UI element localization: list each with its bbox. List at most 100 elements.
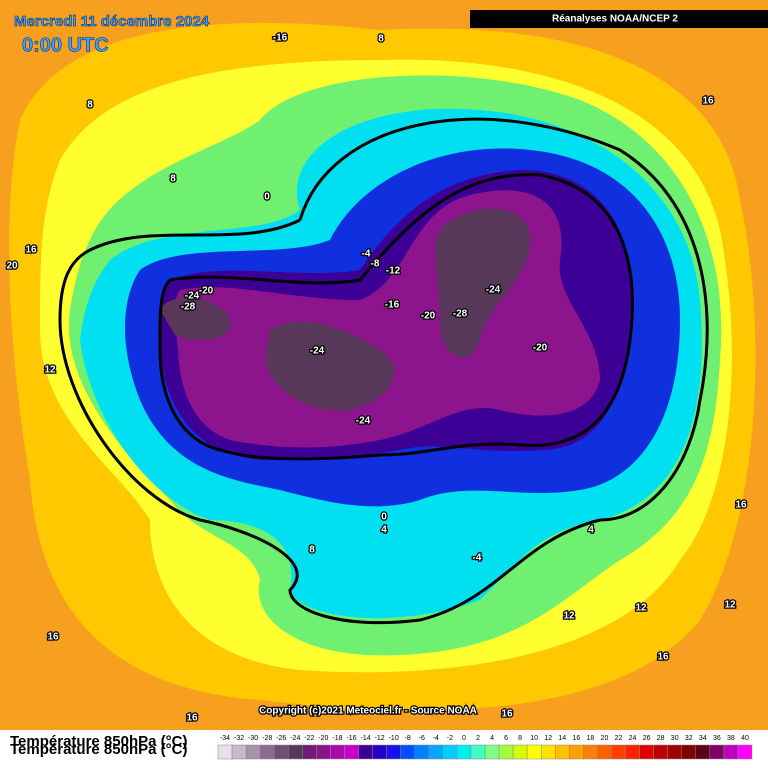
legend-title: Température 850hPa (°C) — [10, 741, 187, 758]
legend-swatch — [330, 744, 345, 760]
legend-swatch — [414, 744, 430, 760]
legend-swatch — [259, 744, 275, 760]
legend-swatch — [344, 744, 359, 760]
contour-label: -12 — [386, 266, 401, 277]
legend-swatch — [681, 744, 697, 760]
contour-label: 16 — [47, 632, 59, 643]
legend-swatch — [512, 744, 528, 760]
contour-label: 8 — [170, 174, 176, 185]
legend-swatch — [597, 744, 612, 760]
legend-value: -26 — [276, 735, 286, 742]
legend-scale: -34 -32 -30 -28 -26 -24 -22 -20 -18 -16 -14 -12 -10-… — [217, 735, 753, 760]
legend-value: 32 — [685, 735, 693, 742]
legend-value: -18 — [332, 735, 342, 742]
contour-label: -20 — [199, 286, 214, 297]
contour-label: 16 — [702, 96, 714, 107]
contour-label: -24 — [486, 285, 501, 296]
legend-value: 12 — [544, 735, 552, 742]
legend-swatch — [555, 744, 570, 760]
legend-value: 34 — [699, 735, 707, 742]
legend-value: -2 — [447, 735, 453, 742]
legend-swatch — [667, 744, 682, 760]
map-time: 0:00 UTC — [22, 34, 109, 56]
legend-value: 8 — [518, 735, 522, 742]
legend-swatch — [456, 744, 472, 760]
legend-value: -4 — [433, 735, 439, 742]
contour-label: 16 — [501, 709, 513, 720]
legend-value: 40 — [741, 735, 749, 742]
contour-label: -4 — [362, 249, 371, 260]
legend-value: 36 — [713, 735, 721, 742]
legend-value: 28 — [657, 735, 665, 742]
legend-swatch — [245, 744, 261, 760]
contour-label: -24 — [356, 416, 371, 427]
legend-value: -8 — [405, 735, 411, 742]
legend-swatch — [498, 744, 514, 760]
contour-label: -24 — [310, 346, 325, 357]
legend-swatch — [625, 744, 640, 760]
legend-value: -10 — [389, 735, 399, 742]
legend-value: 18 — [586, 735, 594, 742]
legend-value: 22 — [615, 735, 623, 742]
contour-label: 8 — [309, 545, 315, 556]
contour-label: -4 — [473, 553, 482, 564]
legend-value: -6 — [419, 735, 425, 742]
legend-value: 0 — [462, 735, 466, 742]
contour-label: 4 — [381, 525, 387, 536]
contour-label: -20 — [533, 343, 548, 354]
contour-label: -8 — [371, 259, 380, 270]
legend-swatch — [611, 744, 626, 760]
legend-swatch — [470, 744, 486, 760]
source-box — [470, 10, 768, 28]
isotherm — [58, 117, 709, 625]
legend-swatch — [400, 744, 415, 760]
contour-label: 12 — [563, 611, 575, 622]
map-title: Mercredi 11 décembre 2024 — [14, 13, 210, 30]
source-label: Réanalyses NOAA/NCEP 2 — [552, 14, 678, 25]
contour-label: 0 — [381, 512, 387, 523]
legend-value: 4 — [490, 735, 494, 742]
contour-label: 12 — [635, 603, 647, 614]
legend-value: -34 — [220, 735, 230, 742]
legend-value: 10 — [530, 735, 538, 742]
contour-label: 16 — [186, 713, 198, 724]
legend-swatch — [288, 744, 303, 760]
legend-value: 14 — [558, 735, 566, 742]
contour-label: 12 — [724, 600, 736, 611]
legend-value: 38 — [727, 735, 735, 742]
contour-label: 16 — [25, 245, 37, 256]
contour-label: -28 — [453, 309, 468, 320]
contour-label: 8 — [378, 34, 384, 45]
legend-swatch — [358, 744, 373, 760]
legend-value: -32 — [234, 735, 244, 742]
contour-label: 20 — [6, 261, 18, 272]
contour-label: 0 — [264, 192, 270, 203]
legend-title: Température 850hPa (°C) — [10, 733, 187, 750]
legend-swatch — [569, 744, 584, 760]
legend-swatch — [316, 744, 331, 760]
legend-value: -12 — [375, 735, 385, 742]
legend-value: 16 — [572, 735, 580, 742]
legend-value: 20 — [601, 735, 609, 742]
legend-value: -24 — [290, 735, 300, 742]
isotherm — [158, 173, 634, 461]
legend-swatch — [231, 744, 247, 760]
legend-value: -28 — [262, 735, 272, 742]
legend-swatch — [386, 744, 401, 760]
legend-swatch — [484, 744, 500, 760]
contour-label: 16 — [735, 500, 747, 511]
legend-swatch — [302, 744, 317, 760]
contour-label: 4 — [588, 525, 594, 536]
legend-value: -20 — [318, 735, 328, 742]
legend-swatch — [709, 744, 725, 760]
legend-value: 6 — [504, 735, 508, 742]
legend-value: -30 — [248, 735, 258, 742]
legend-swatch — [583, 744, 598, 760]
legend-value: 2 — [476, 735, 480, 742]
legend-swatch — [273, 744, 289, 760]
contour-label: -16 — [273, 33, 288, 44]
contour-label: -28 — [181, 302, 196, 313]
legend-swatch — [442, 744, 458, 760]
legend-swatch — [428, 744, 444, 760]
